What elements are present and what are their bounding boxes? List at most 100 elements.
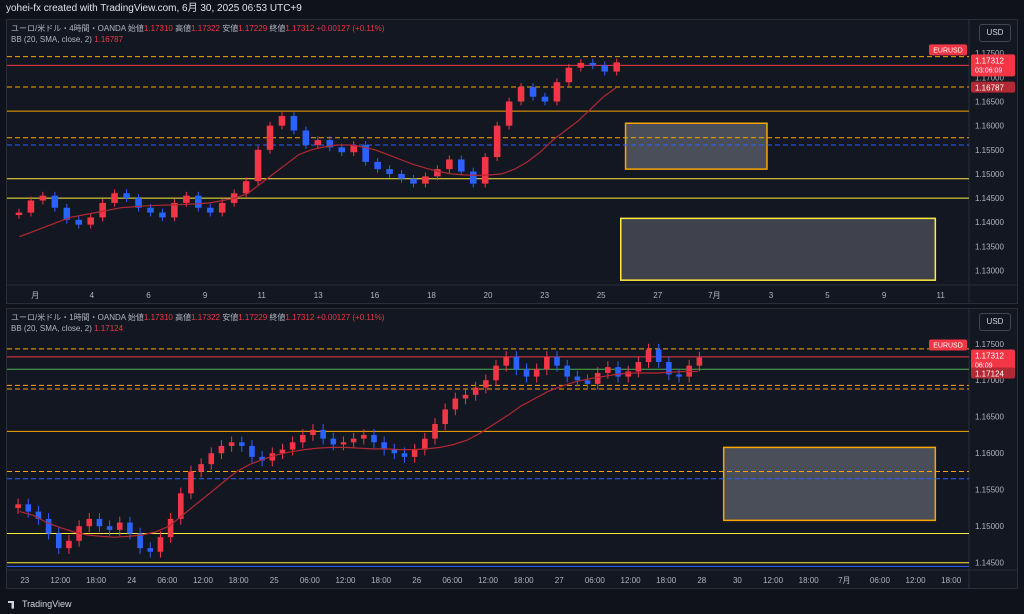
time-tick-label: 18:00 bbox=[941, 576, 962, 585]
time-tick-label: 18:00 bbox=[656, 576, 677, 585]
legend-open-key: 始値 bbox=[127, 24, 144, 33]
chart-pane-4h[interactable]: 1.17500 1.17000 1.16500 1.16000 1.15500 1.150… bbox=[6, 19, 1018, 304]
candle-body bbox=[254, 149, 262, 182]
candle-body bbox=[391, 449, 398, 454]
time-tick-label: 18:00 bbox=[514, 576, 535, 585]
chart-pane-1h[interactable]: 1.17500 1.17000 1.16500 1.16000 1.15500 1.150… bbox=[6, 308, 1018, 589]
legend-bb-value: 1.17124 bbox=[94, 324, 124, 333]
candle-body bbox=[45, 518, 52, 534]
candle-body bbox=[410, 178, 417, 184]
candle-body bbox=[289, 442, 296, 450]
legend-open: 1.17310 bbox=[143, 24, 173, 33]
time-tick-label: 24 bbox=[127, 576, 136, 585]
candle-body bbox=[574, 376, 581, 381]
legend-change: +0.00127 (+0.11%) bbox=[316, 24, 385, 33]
legend-symbol[interactable]: ユーロ/米ドル・1時間・OANDA bbox=[11, 313, 126, 322]
time-tick-label: 12:00 bbox=[621, 576, 642, 585]
candle-body bbox=[523, 369, 530, 377]
candle-body bbox=[87, 217, 94, 225]
time-tick-label: 18:00 bbox=[229, 576, 250, 585]
zone-rect bbox=[722, 446, 937, 522]
legend-symbol[interactable]: ユーロ/米ドル・4時間・OANDA bbox=[11, 24, 126, 33]
time-tick-label: 12:00 bbox=[193, 576, 214, 585]
time-tick-label: 12:00 bbox=[906, 576, 927, 585]
candle-body bbox=[371, 434, 377, 443]
price-tick-label: 1.17500 bbox=[975, 340, 1004, 349]
chart-header: yohei-fx created with TradingView.com, 6… bbox=[0, 0, 1024, 18]
legend-bb-1h[interactable]: BB (20, SMA, close, 2) 1.17124 bbox=[11, 323, 123, 334]
last-price-label: 1.17312 bbox=[975, 56, 1004, 65]
candle-body bbox=[86, 518, 93, 527]
candle-body bbox=[27, 200, 35, 213]
price-tick-label: 1.15500 bbox=[975, 486, 1004, 495]
bb-price-label: 1.17124 bbox=[975, 369, 1004, 378]
candle-body bbox=[338, 147, 346, 153]
time-tick-label: 9 bbox=[203, 291, 208, 300]
last-price-badge bbox=[971, 349, 1015, 372]
chart-canvas-1h[interactable]: 1.17500 1.17000 1.16500 1.16000 1.15500 1.150… bbox=[7, 309, 1018, 589]
candle-body bbox=[300, 434, 306, 443]
candle-body bbox=[584, 380, 591, 384]
candle-body bbox=[432, 424, 438, 439]
candle-body bbox=[361, 434, 367, 439]
time-tick-label: 28 bbox=[697, 576, 706, 585]
candle-body bbox=[401, 453, 408, 457]
symbol-badge bbox=[929, 339, 967, 351]
price-tick-label: 1.14000 bbox=[975, 218, 1004, 227]
time-tick-label: 06:00 bbox=[442, 576, 463, 585]
currency-button[interactable]: USD bbox=[979, 313, 1011, 331]
price-tick-label: 1.15000 bbox=[975, 522, 1004, 531]
candle-body bbox=[290, 116, 298, 131]
tradingview-logo-icon bbox=[8, 600, 14, 609]
candle-body bbox=[386, 169, 393, 174]
candle-body bbox=[676, 374, 682, 377]
chart-canvas-4h[interactable]: 1.17500 1.17000 1.16500 1.16000 1.15500 1.150… bbox=[7, 20, 1018, 304]
candle-body bbox=[594, 372, 601, 384]
time-tick-label: 7月 bbox=[838, 576, 850, 585]
candle-body bbox=[266, 125, 274, 150]
candle-body bbox=[601, 65, 609, 72]
price-tick-label: 1.16000 bbox=[975, 449, 1004, 458]
candle-body bbox=[544, 356, 550, 370]
candle-body bbox=[278, 116, 286, 126]
candle-body bbox=[613, 62, 620, 72]
candle-body bbox=[381, 442, 387, 450]
candle-body bbox=[111, 193, 118, 203]
price-tick-label: 1.13500 bbox=[975, 242, 1004, 251]
price-tick-label: 1.17000 bbox=[975, 73, 1004, 82]
time-tick-label: 25 bbox=[270, 576, 279, 585]
candle-body bbox=[99, 202, 106, 218]
legend-bb-label: BB (20, SMA, close, 2) bbox=[11, 324, 92, 333]
candle-body bbox=[505, 101, 513, 126]
time-tick-label: 06:00 bbox=[157, 576, 178, 585]
legend-close-key: 終値 bbox=[269, 24, 286, 33]
candle-body bbox=[411, 449, 418, 457]
price-tick-label: 1.15500 bbox=[975, 146, 1004, 155]
candle-body bbox=[330, 438, 337, 445]
candle-body bbox=[116, 522, 123, 530]
symbol-badge-label: EURUSD bbox=[933, 342, 963, 349]
legend-high: 1.17322 bbox=[191, 313, 220, 322]
time-tick-label: 18 bbox=[427, 291, 436, 300]
time-tick-label: 06:00 bbox=[870, 576, 891, 585]
candle-body bbox=[398, 173, 405, 179]
candle-body bbox=[326, 140, 334, 148]
legend-ohlc-1h: ユーロ/米ドル・1時間・OANDA 始値1.17310 高値1.17322 安値… bbox=[11, 312, 384, 323]
candle-body bbox=[446, 159, 453, 170]
time-tick-label: 12:00 bbox=[478, 576, 499, 585]
candle-body bbox=[183, 195, 190, 203]
price-tick-label: 1.17000 bbox=[975, 376, 1004, 385]
legend-bb-4h[interactable]: BB (20, SMA, close, 2) 1.16787 bbox=[11, 34, 123, 45]
candle-body bbox=[481, 157, 489, 184]
candle-body bbox=[696, 357, 703, 366]
price-tick-label: 1.14500 bbox=[975, 194, 1004, 203]
candle-body bbox=[218, 202, 226, 213]
candle-body bbox=[159, 212, 166, 218]
candle-body bbox=[655, 349, 662, 363]
time-tick-label: 6 bbox=[146, 291, 151, 300]
candle-body bbox=[362, 144, 369, 162]
candle-body bbox=[577, 62, 585, 68]
candle-body bbox=[434, 169, 441, 177]
currency-button[interactable]: USD bbox=[979, 24, 1011, 42]
candle-body bbox=[171, 202, 178, 218]
